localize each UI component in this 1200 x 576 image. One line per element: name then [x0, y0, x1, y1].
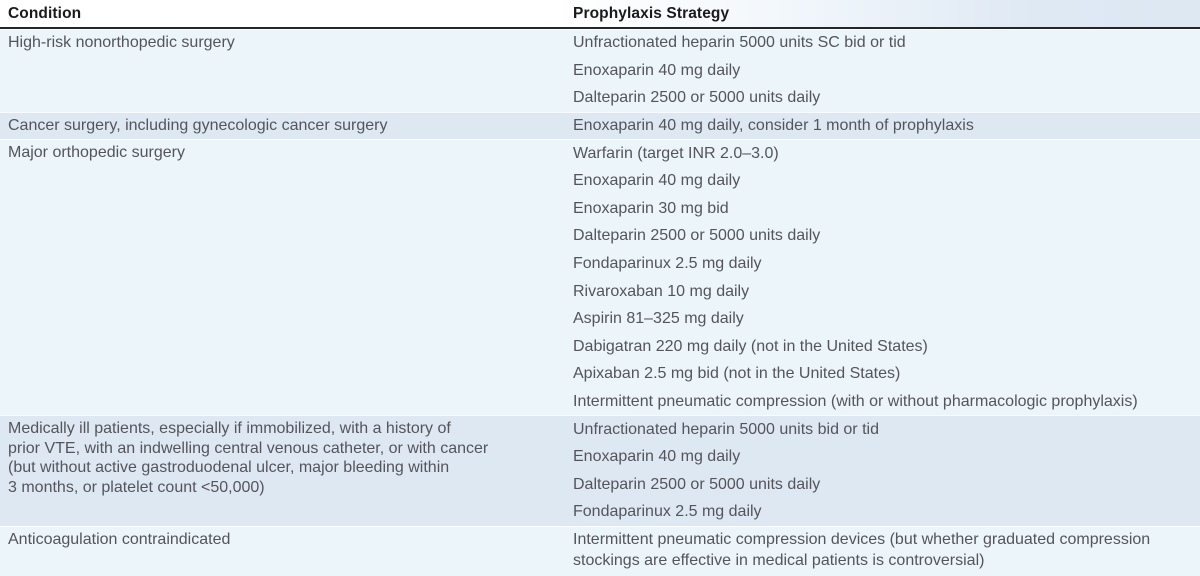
strategy-item: Unfractionated heparin 5000 units bid or…	[573, 420, 879, 438]
strategy-item: Dalteparin 2500 or 5000 units daily	[573, 475, 821, 493]
strategy-item: Enoxaparin 40 mg daily, consider 1 month…	[573, 117, 974, 135]
strategy-item: Enoxaparin 30 mg bid	[573, 199, 729, 217]
table-header-row: Condition Prophylaxis Strategy	[0, 0, 1200, 29]
table-row: Cancer surgery, including gynecologic ca…	[0, 111, 1200, 140]
table-row: Medically ill patients, especially if im…	[0, 415, 1200, 526]
strategy-item: Fondaparinux 2.5 mg daily	[573, 255, 762, 273]
table-row: Major orthopedic surgery Warfarin (targe…	[0, 139, 1200, 416]
condition-cell: Cancer surgery, including gynecologic ca…	[0, 112, 565, 139]
table-row: Anticoagulation contraindicated Intermit…	[0, 525, 1200, 576]
strategy-item: Warfarin (target INR 2.0–3.0)	[573, 144, 779, 162]
column-header-prophylaxis-strategy: Prophylaxis Strategy	[573, 5, 730, 22]
strategy-item: Dabigatran 220 mg daily (not in the Unit…	[573, 337, 928, 355]
strategy-cell: Intermittent pneumatic compression devic…	[565, 526, 1200, 575]
strategy-item: Aspirin 81–325 mg daily	[573, 310, 744, 328]
condition-cell: Anticoagulation contraindicated	[0, 526, 565, 553]
strategy-cell: Unfractionated heparin 5000 units SC bid…	[565, 29, 1200, 112]
strategy-item: Intermittent pneumatic compression (with…	[573, 393, 1138, 411]
strategy-item: Rivaroxaban 10 mg daily	[573, 282, 750, 300]
condition-text: High-risk nonorthopedic surgery	[8, 34, 235, 51]
condition-text: Cancer surgery, including gynecologic ca…	[8, 116, 388, 134]
strategy-item: Enoxaparin 40 mg daily	[573, 172, 741, 190]
strategy-item: Dalteparin 2500 or 5000 units daily	[573, 227, 821, 245]
strategy-item: Enoxaparin 40 mg daily	[573, 61, 741, 79]
strategy-item: Dalteparin 2500 or 5000 units daily	[573, 89, 821, 107]
strategy-item: Unfractionated heparin 5000 units SC bid…	[573, 34, 906, 52]
condition-text: Anticoagulation contraindicated	[8, 530, 231, 548]
condition-text: Major orthopedic surgery	[8, 144, 185, 162]
table-row: High-risk nonorthopedic surgery Unfracti…	[0, 29, 1200, 112]
strategy-item: Intermittent pneumatic compression devic…	[573, 530, 1151, 569]
strategy-item: Enoxaparin 40 mg daily	[573, 448, 741, 466]
strategy-item: Apixaban 2.5 mg bid (not in the United S…	[573, 365, 901, 383]
condition-cell: Medically ill patients, especially if im…	[0, 415, 565, 500]
strategy-cell: Unfractionated heparin 5000 units bid or…	[565, 415, 1200, 525]
strategy-cell: Enoxaparin 40 mg daily, consider 1 month…	[565, 112, 1200, 140]
column-header-condition: Condition	[8, 5, 82, 22]
condition-cell: High-risk nonorthopedic surgery	[0, 29, 565, 56]
strategy-cell: Warfarin (target INR 2.0–3.0) Enoxaparin…	[565, 139, 1200, 415]
strategy-item: Fondaparinux 2.5 mg daily	[573, 503, 762, 521]
condition-cell: Major orthopedic surgery	[0, 139, 565, 166]
condition-text: Medically ill patients, especially if im…	[8, 420, 489, 496]
